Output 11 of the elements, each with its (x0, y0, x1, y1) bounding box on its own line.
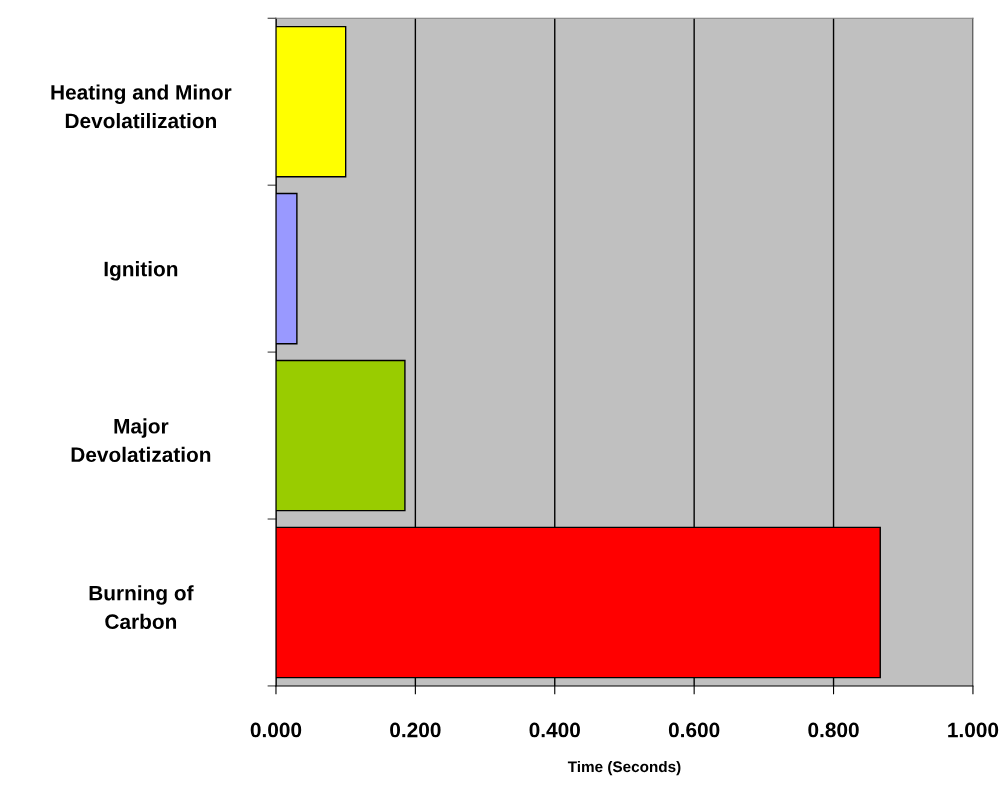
x-tick-label: 0.400 (529, 722, 580, 738)
x-axis-title: Time (Seconds) (567, 760, 681, 776)
y-tick-label: Ignition (104, 261, 178, 281)
x-tick-label: 0.000 (250, 722, 302, 738)
x-tick-label: 1.000 (948, 722, 999, 738)
y-tick-label: Major Devolatization (71, 418, 211, 463)
y-tick-label: Burning of Carbon (89, 585, 194, 630)
y-tick-label: Heating and Minor Devolatilization (51, 84, 232, 129)
x-tick-label: 0.600 (668, 722, 720, 738)
x-tick-label: 0.800 (808, 722, 859, 738)
x-tick-label: 0.200 (390, 722, 441, 738)
